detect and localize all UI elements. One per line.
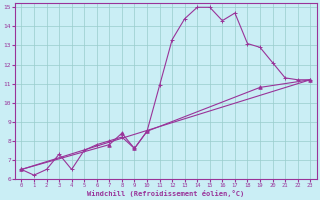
X-axis label: Windchill (Refroidissement éolien,°C): Windchill (Refroidissement éolien,°C)	[87, 190, 244, 197]
